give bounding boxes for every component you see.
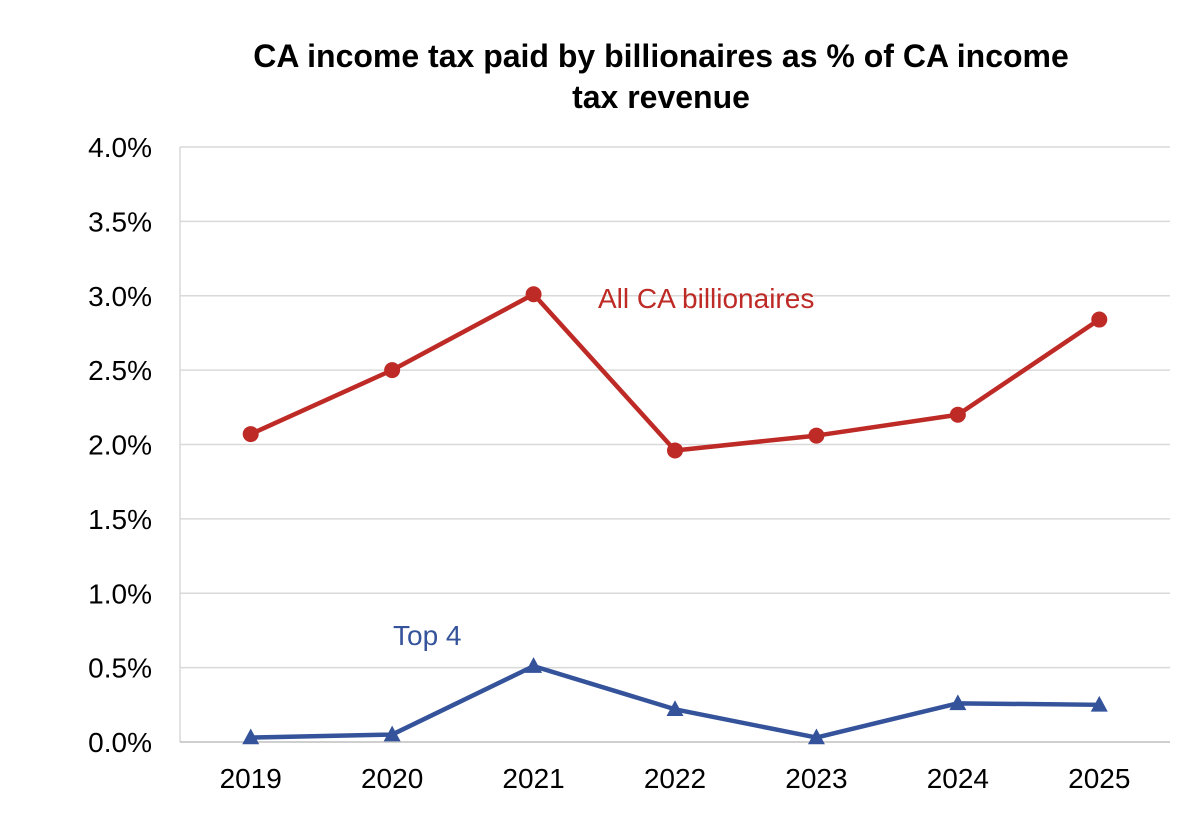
chart-title: CA income tax paid by billionaires as % …: [253, 38, 1069, 115]
y-tick-label: 2.0%: [88, 430, 152, 461]
data-point-all-ca-billionaires: [667, 442, 683, 459]
x-tick-label: 2019: [220, 763, 282, 794]
data-point-top-4: [242, 728, 260, 745]
data-point-top-4: [807, 728, 825, 745]
series-labels: All CA billionaires Top 4: [393, 283, 814, 651]
data-point-all-ca-billionaires: [1091, 311, 1108, 328]
x-tick-label: 2024: [927, 763, 989, 794]
series-layer: [242, 286, 1108, 745]
axes: [179, 147, 1170, 743]
y-tick-label: 1.5%: [88, 504, 152, 535]
y-axis-tick-labels: 0.0% 0.5% 1.0% 1.5% 2.0% 2.5% 3.0% 3.5% 4.0%: [88, 132, 152, 758]
data-point-top-4: [1090, 695, 1108, 712]
data-point-all-ca-billionaires: [242, 426, 259, 443]
y-tick-label: 2.5%: [88, 355, 152, 386]
y-tick-label: 0.5%: [88, 653, 152, 684]
y-tick-label: 0.0%: [88, 727, 152, 758]
data-point-all-ca-billionaires: [384, 362, 401, 379]
data-point-all-ca-billionaires: [949, 406, 966, 423]
series-label-top-4: Top 4: [393, 620, 462, 651]
x-tick-label: 2020: [361, 763, 423, 794]
x-tick-label: 2025: [1068, 763, 1130, 794]
data-point-all-ca-billionaires: [525, 286, 542, 303]
data-point-all-ca-billionaires: [808, 427, 825, 444]
series-top-4: [242, 657, 1108, 745]
x-tick-label: 2021: [502, 763, 564, 794]
data-point-top-4: [383, 725, 401, 742]
gridlines: [180, 146, 1170, 669]
series-label-all-ca-billionaires: All CA billionaires: [598, 283, 814, 314]
chart-title-line-1: CA income tax paid by billionaires as % …: [253, 38, 1069, 74]
y-tick-label: 1.0%: [88, 578, 152, 609]
data-point-top-4: [525, 657, 543, 673]
data-point-top-4: [949, 694, 967, 711]
x-axis-tick-labels: 2019 2020 2021 2022 2023 2024 2025: [220, 763, 1131, 794]
x-tick-label: 2022: [644, 763, 706, 794]
y-tick-label: 3.0%: [88, 281, 152, 312]
series-all-ca-billionaires: [242, 286, 1108, 459]
y-tick-label: 4.0%: [88, 132, 152, 163]
x-tick-label: 2023: [785, 763, 847, 794]
y-tick-label: 3.5%: [88, 206, 152, 237]
data-point-top-4: [666, 700, 684, 717]
series-line-all-ca-billionaires: [248, 292, 1102, 453]
chart-title-line-2: tax revenue: [572, 79, 750, 115]
